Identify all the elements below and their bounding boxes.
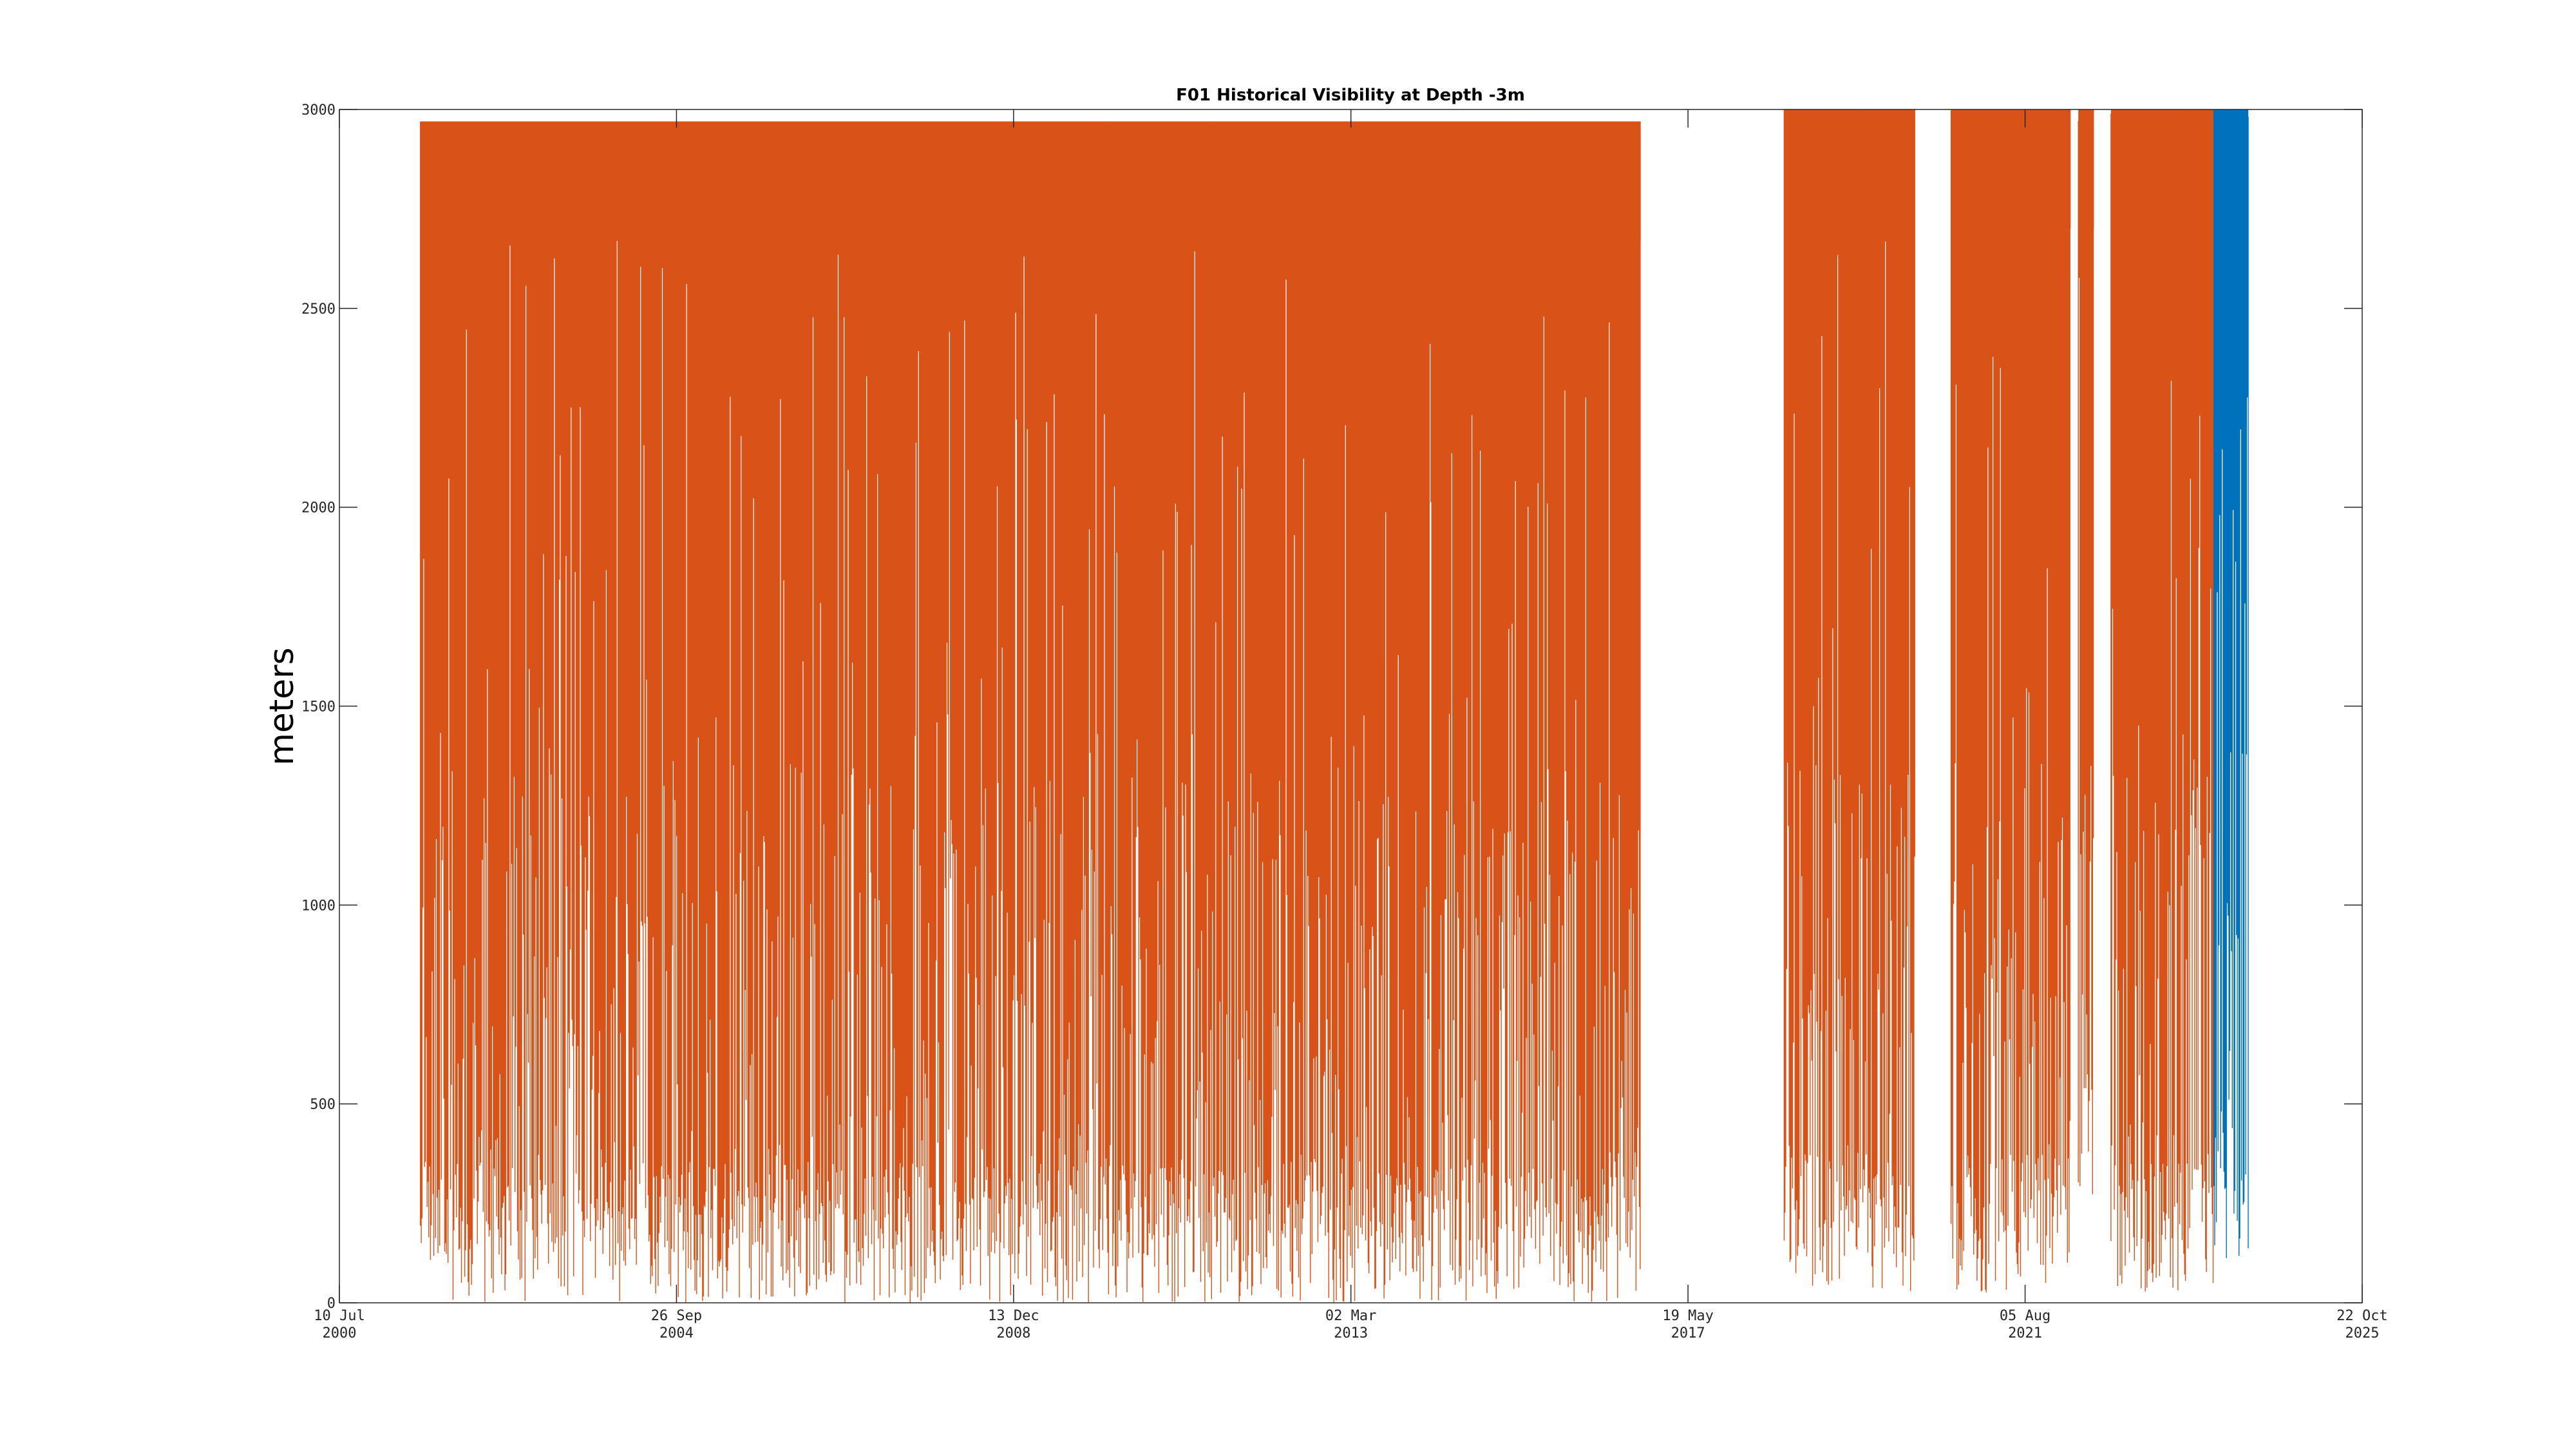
y-tick-label: 2500	[301, 301, 336, 317]
x-tick-label-year: 2025	[2345, 1325, 2380, 1341]
x-tick-label-year: 2021	[2008, 1325, 2042, 1341]
x-tick-label-day: 22 Oct	[2336, 1308, 2387, 1324]
y-tick-label: 1000	[301, 898, 336, 914]
chart-title: F01 Historical Visibility at Depth -3m	[1176, 86, 1525, 105]
x-tick-label-year: 2000	[323, 1325, 357, 1341]
series-1-segment-1-line	[420, 121, 1641, 1303]
x-tick-label-day: 19 May	[1662, 1308, 1713, 1324]
y-tick-label: 1500	[301, 699, 336, 715]
x-tick-label-year: 2017	[1671, 1325, 1705, 1341]
x-tick-label-day: 02 Mar	[1325, 1308, 1376, 1324]
y-tick-label: 0	[327, 1296, 336, 1312]
series-1-segment-3-line	[1950, 109, 2070, 1293]
y-tick-label: 2000	[301, 500, 336, 516]
x-tick-label-day: 13 Dec	[988, 1308, 1039, 1324]
series-1-segment-4-line	[2078, 109, 2094, 1195]
x-tick-label-day: 05 Aug	[2000, 1308, 2050, 1324]
series-1-segment-2-line	[1783, 109, 1915, 1291]
series-1-segment-5-line	[2110, 109, 2214, 1292]
series-layer	[420, 109, 2249, 1303]
y-tick-label: 500	[310, 1097, 336, 1113]
x-tick-label-year: 2013	[1334, 1325, 1368, 1341]
y-tick-label: 3000	[301, 102, 336, 118]
y-axis-label: meters	[263, 647, 301, 766]
series-1	[420, 109, 2214, 1303]
x-tick-label-day: 26 Sep	[651, 1308, 702, 1324]
x-tick-label-year: 2004	[659, 1325, 694, 1341]
x-tick-label-day: 10 Jul	[314, 1308, 365, 1324]
series-2	[2213, 109, 2249, 1258]
series-2-segment-1-line	[2213, 109, 2249, 1258]
x-tick-label-year: 2008	[996, 1325, 1030, 1341]
